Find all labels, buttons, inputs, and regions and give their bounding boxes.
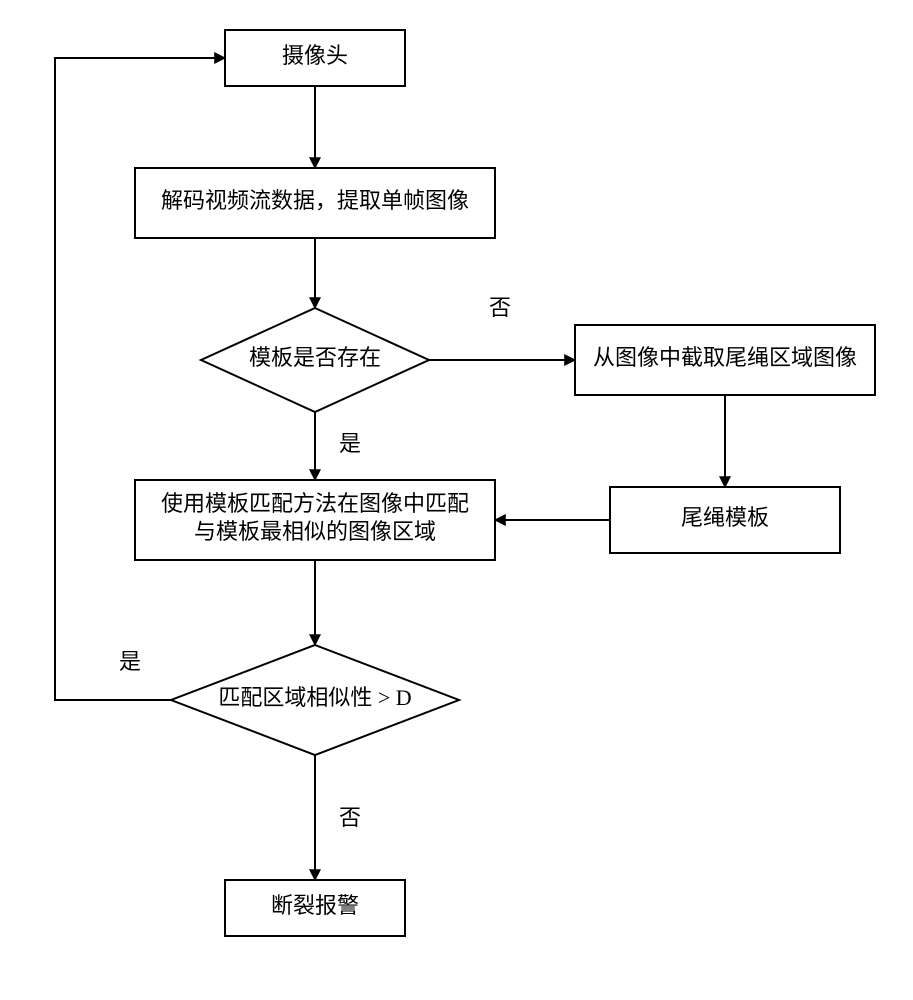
node-label-crop: 从图像中截取尾绳区域图像 (593, 345, 857, 370)
node-label-alarm: 断裂报警 (271, 893, 359, 918)
edge-label-e9: 否 (339, 805, 361, 830)
node-label-camera: 摄像头 (282, 43, 348, 68)
edge-label-e4: 是 (339, 431, 361, 456)
node-alarm: 断裂报警 (225, 880, 405, 936)
node-label-template: 尾绳模板 (681, 505, 769, 530)
node-match: 使用模板匹配方法在图像中匹配与模板最相似的图像区域 (135, 480, 495, 560)
node-similarity: 匹配区域相似性 > D (171, 645, 459, 755)
node-label-match-line1: 与模板最相似的图像区域 (194, 519, 436, 544)
node-template_exists: 模板是否存在 (201, 308, 429, 412)
node-camera: 摄像头 (225, 30, 405, 86)
node-crop: 从图像中截取尾绳区域图像 (575, 325, 875, 395)
edge-label-e8: 是 (119, 649, 141, 674)
node-decode: 解码视频流数据，提取单帧图像 (135, 168, 495, 238)
edge-e8 (55, 58, 225, 700)
flowchart-canvas: 否是是否摄像头解码视频流数据，提取单帧图像模板是否存在从图像中截取尾绳区域图像尾… (0, 0, 913, 1000)
node-label-match-line0: 使用模板匹配方法在图像中匹配 (161, 491, 469, 516)
node-template: 尾绳模板 (610, 487, 840, 553)
node-label-similarity: 匹配区域相似性 > D (218, 685, 411, 710)
edge-label-e3: 否 (489, 295, 511, 320)
node-label-decode: 解码视频流数据，提取单帧图像 (161, 188, 469, 213)
node-label-template_exists: 模板是否存在 (249, 345, 381, 370)
nodes-layer: 摄像头解码视频流数据，提取单帧图像模板是否存在 从图像中截取尾绳区域图像尾绳模板 使… (135, 30, 875, 936)
